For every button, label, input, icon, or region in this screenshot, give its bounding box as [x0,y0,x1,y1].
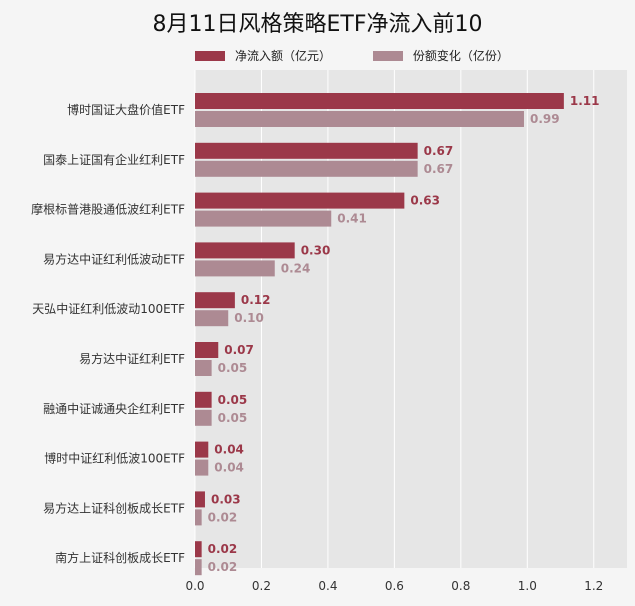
bar-share-change [195,260,275,277]
category-label: 融通中证诚通央企红利ETF [43,401,185,416]
legend-swatch-share-change [372,50,403,61]
value-label-share-change: 0.67 [424,162,454,176]
bar-inflow [195,93,564,109]
x-tick-label: 0.4 [318,579,337,593]
value-label-share-change: 0.24 [281,261,311,275]
legend-label-inflow: 净流入额（亿元） [235,49,332,63]
value-label-share-change: 0.05 [218,361,248,375]
category-label: 博时国证大盘价值ETF [67,102,185,117]
legend-label-share-change: 份额变化（亿份） [412,49,509,63]
value-label-share-change: 0.99 [530,112,560,126]
bar-share-change [195,310,229,327]
value-label-inflow: 0.05 [218,393,248,407]
bar-inflow [195,491,205,508]
x-tick-label: 1.0 [518,579,537,593]
value-label-inflow: 1.11 [570,94,600,108]
bar-share-change [195,509,202,526]
bar-share-change [195,111,524,127]
value-label-inflow: 0.07 [224,343,254,357]
bar-share-change [195,459,209,476]
value-label-share-change: 0.10 [234,311,264,325]
bar-inflow [195,391,212,408]
legend: 净流入额（亿元） 份额变化（亿份） [195,47,547,64]
bar-inflow [195,342,219,358]
category-label: 博时中证红利低波100ETF [44,451,185,466]
legend-item-inflow: 净流入额（亿元） [195,47,331,64]
x-tick-label: 0.6 [385,579,404,593]
bar-share-change [195,160,418,177]
bar-inflow [195,192,405,209]
category-label: 易方达中证红利ETF [79,351,185,366]
bar-inflow [195,292,235,309]
category-label: 南方上证科创板成长ETF [55,550,185,565]
value-label-inflow: 0.03 [211,492,241,506]
value-label-share-change: 0.05 [218,411,248,425]
value-label-inflow: 0.63 [410,194,440,208]
value-label-inflow: 0.67 [424,144,454,158]
bar-inflow [195,242,295,259]
category-label: 易方达上证科创板成长ETF [43,500,185,515]
bar-share-change [195,210,332,227]
bar-share-change [195,409,212,426]
legend-item-share-change: 份额变化（亿份） [372,47,509,64]
value-label-inflow: 0.30 [301,243,331,257]
value-label-inflow: 0.02 [208,542,238,556]
category-label: 摩根标普港股通低波红利ETF [31,202,185,217]
value-label-inflow: 0.12 [241,293,271,307]
bar-inflow [195,541,202,558]
category-label: 国泰上证国有企业红利ETF [43,152,185,167]
category-label: 易方达中证红利低波动ETF [43,251,185,266]
legend-swatch-inflow [195,50,225,61]
x-tick-label: 0.8 [451,579,470,593]
bar-inflow [195,142,418,159]
chart-title: 8月11日风格策略ETF净流入前10 [152,12,483,37]
bar-share-change [195,360,212,376]
bar-inflow [195,441,209,458]
value-label-share-change: 0.04 [214,461,244,475]
x-tick-label: 0.0 [185,579,204,593]
value-label-inflow: 0.04 [214,443,244,457]
value-label-share-change: 0.02 [208,560,238,574]
x-tick-label: 1.2 [584,579,603,593]
value-label-share-change: 0.02 [208,510,238,524]
value-label-share-change: 0.41 [337,212,367,226]
bar-share-change [195,559,202,576]
x-tick-label: 0.2 [252,579,271,593]
category-label: 天弘中证红利低波动100ETF [32,301,185,316]
